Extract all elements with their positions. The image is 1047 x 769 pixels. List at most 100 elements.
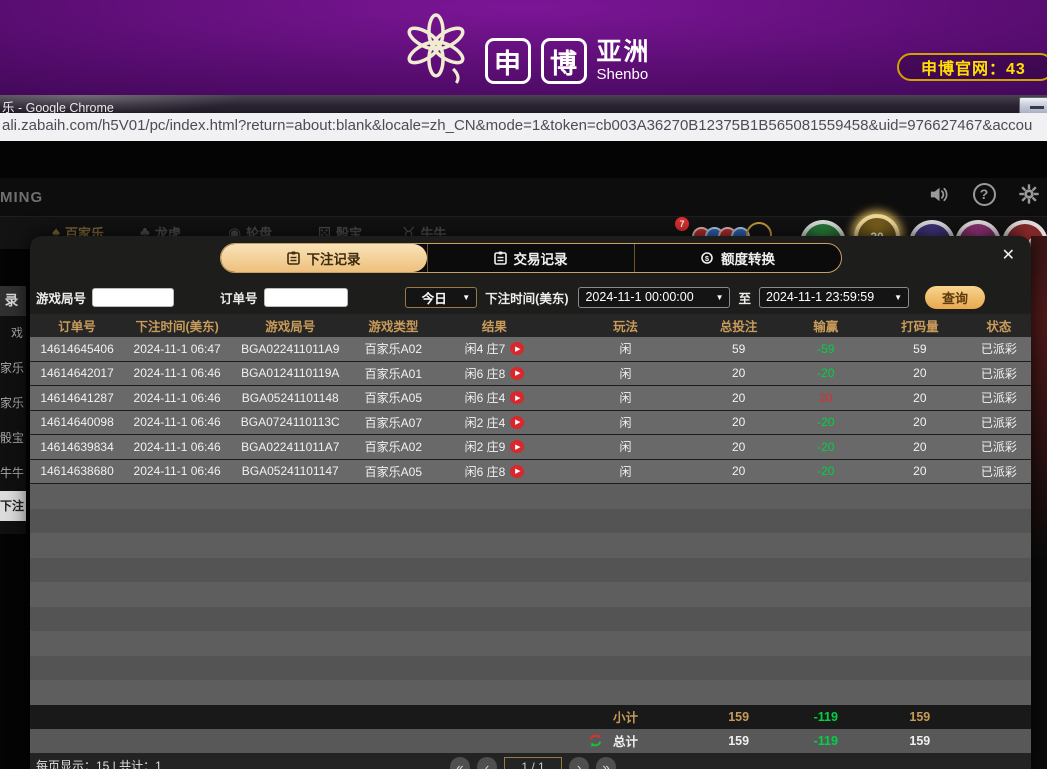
prev-page-button[interactable]: ‹ bbox=[477, 757, 497, 769]
cell-win: -20 bbox=[817, 415, 835, 430]
cell-order: 14614640098 bbox=[40, 415, 114, 430]
order-input[interactable] bbox=[263, 287, 348, 307]
close-icon[interactable]: ✕ bbox=[1001, 247, 1015, 264]
empty-row bbox=[30, 557, 1031, 582]
sidebar-item[interactable]: 家乐 bbox=[0, 361, 25, 375]
empty-row bbox=[30, 631, 1031, 656]
to-word: 至 bbox=[738, 291, 751, 306]
cell-round: BGA022411011A7 bbox=[241, 439, 340, 454]
filter-row: 游戏局号 订单号 今日 ▼ 下注时间(美东) 2024-11-1 00:00:0… bbox=[30, 280, 1031, 314]
replay-icon[interactable]: ▶ bbox=[510, 366, 525, 380]
round-input[interactable] bbox=[92, 287, 175, 307]
sidebar-item[interactable]: 录 bbox=[0, 286, 26, 316]
total-turnover: 159 bbox=[909, 733, 931, 748]
cell-bet: 20 bbox=[731, 390, 746, 405]
logo-char-1: 申 bbox=[484, 38, 531, 84]
official-site-link[interactable]: 申博官网：43 bbox=[897, 53, 1047, 81]
first-page-button[interactable]: « bbox=[450, 757, 470, 769]
cell-turnover: 20 bbox=[913, 415, 927, 430]
date-range-select[interactable]: 今日 ▼ bbox=[405, 286, 478, 308]
replay-icon[interactable]: ▶ bbox=[510, 464, 525, 478]
table-body: 14614645406 2024-11-1 06:47 BGA022411011… bbox=[30, 337, 1031, 483]
tab-1[interactable]: 交易记录 bbox=[426, 244, 634, 272]
cell-win: -20 bbox=[817, 366, 835, 381]
tab-2[interactable]: $ 额度转换 bbox=[633, 244, 841, 272]
cell-status: 已派彩 bbox=[980, 415, 1017, 430]
cell-order: 14614645406 bbox=[40, 341, 114, 356]
game-category-icon: ♠ bbox=[52, 224, 60, 241]
sidebar-item[interactable]: 戏 bbox=[10, 326, 23, 340]
replay-icon[interactable]: ▶ bbox=[510, 415, 525, 429]
replay-icon[interactable]: ▶ bbox=[510, 342, 525, 356]
cell-play: 闲 bbox=[619, 342, 632, 357]
game-topbar: MING ? bbox=[0, 178, 1047, 216]
cell-time: 2024-11-1 06:47 bbox=[133, 341, 221, 356]
subtotal-label: 小计 bbox=[613, 711, 639, 725]
cell-status: 已派彩 bbox=[980, 342, 1017, 357]
cell-result: 闲2 庄9 ▶ bbox=[436, 435, 552, 459]
cell-play: 闲 bbox=[619, 391, 632, 406]
cell-bet: 20 bbox=[731, 464, 746, 479]
chevron-down-icon: ▼ bbox=[894, 292, 902, 302]
cell-round: BGA0124110119A bbox=[241, 366, 340, 381]
empty-row bbox=[30, 680, 1031, 705]
cell-play: 闲 bbox=[619, 366, 632, 381]
subtotal-bet: 159 bbox=[728, 709, 750, 724]
cell-order: 14614639834 bbox=[40, 439, 114, 454]
cell-game-type: 百家乐A01 bbox=[364, 366, 423, 381]
total-win: -119 bbox=[813, 733, 838, 748]
total-row: 总计 159 -119 159 bbox=[30, 728, 1031, 753]
minimize-button[interactable] bbox=[1019, 97, 1047, 113]
logo-region: 亚洲 Shenbo bbox=[596, 38, 651, 83]
url-text[interactable]: ali.zabaih.com/h5V01/pc/index.html?retur… bbox=[2, 117, 1033, 134]
refresh-icon[interactable] bbox=[588, 733, 603, 751]
order-filter-label: 订单号 bbox=[220, 291, 258, 306]
help-icon[interactable]: ? bbox=[972, 182, 996, 206]
minimize-icon bbox=[1030, 106, 1044, 109]
address-bar[interactable]: ali.zabaih.com/h5V01/pc/index.html?retur… bbox=[0, 113, 1047, 142]
cell-time: 2024-11-1 06:46 bbox=[133, 415, 221, 430]
cell-bet: 20 bbox=[731, 439, 746, 454]
sidebar-item[interactable]: 下注 bbox=[0, 491, 26, 521]
subtotal-win: -119 bbox=[813, 709, 838, 724]
search-button[interactable]: 查询 bbox=[925, 285, 985, 309]
cell-time: 2024-11-1 06:46 bbox=[133, 390, 221, 405]
column-header: 游戏类型 bbox=[368, 320, 419, 334]
sidebar-item[interactable]: 骰宝 bbox=[0, 431, 25, 445]
cell-win: -20 bbox=[817, 439, 835, 454]
cell-bet: 59 bbox=[731, 341, 746, 356]
cell-play: 闲 bbox=[619, 440, 632, 455]
cell-time: 2024-11-1 06:46 bbox=[133, 366, 221, 381]
tab-0[interactable]: 下注记录 bbox=[220, 244, 427, 272]
to-datetime-select[interactable]: 2024-11-1 23:59:59 ▼ bbox=[759, 286, 909, 308]
chevron-down-icon: ▼ bbox=[715, 292, 724, 302]
column-header: 打码量 bbox=[901, 320, 939, 334]
cell-result: 闲6 庄4 ▶ bbox=[436, 386, 552, 410]
bet-record-icon bbox=[286, 251, 300, 265]
cell-result: 闲6 庄8 ▶ bbox=[436, 460, 552, 484]
settings-gear-icon[interactable] bbox=[1017, 182, 1041, 206]
logo-region-en: Shenbo bbox=[596, 66, 649, 83]
replay-icon[interactable]: ▶ bbox=[510, 391, 525, 405]
cell-game-type: 百家乐A02 bbox=[364, 440, 423, 455]
next-page-button[interactable]: › bbox=[569, 757, 589, 769]
last-page-button[interactable]: » bbox=[596, 757, 616, 769]
replay-icon[interactable]: ▶ bbox=[510, 440, 525, 454]
from-datetime-select[interactable]: 2024-11-1 00:00:00 ▼ bbox=[578, 286, 731, 308]
empty-rows bbox=[30, 484, 1031, 705]
logo-char-2: 博 bbox=[540, 38, 587, 84]
cell-game-type: 百家乐A05 bbox=[364, 464, 423, 479]
logo-region-cn: 亚洲 bbox=[596, 38, 651, 66]
bet-time-label: 下注时间(美东) bbox=[485, 291, 569, 306]
cell-win: -59 bbox=[817, 341, 835, 356]
cell-turnover: 59 bbox=[913, 341, 927, 356]
sidebar-item[interactable]: 家乐 bbox=[0, 396, 25, 410]
column-header: 玩法 bbox=[613, 320, 639, 334]
background-right-strip bbox=[1031, 236, 1047, 769]
sidebar-item[interactable]: 牛牛 bbox=[0, 466, 25, 480]
round-filter-label: 游戏局号 bbox=[36, 291, 87, 306]
page-info: 每页显示：15 | 共计：1 bbox=[36, 759, 162, 769]
sound-icon[interactable] bbox=[927, 182, 951, 206]
cell-status: 已派彩 bbox=[980, 464, 1017, 479]
svg-text:$: $ bbox=[705, 254, 710, 263]
